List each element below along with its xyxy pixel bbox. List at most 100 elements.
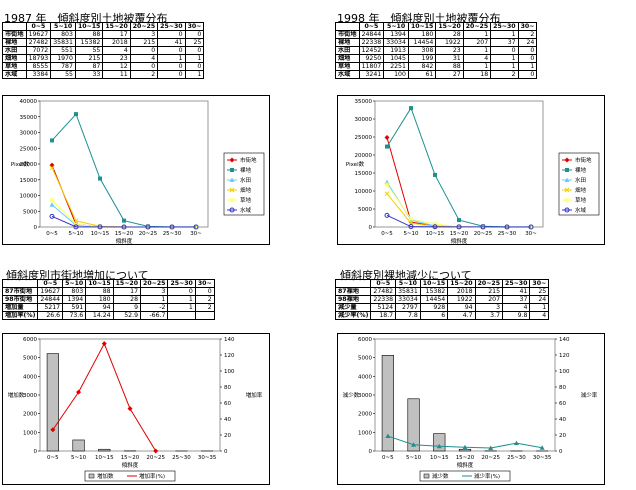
data-point <box>230 168 234 172</box>
table-header-cell <box>335 22 360 31</box>
table-cell: 6 <box>419 311 449 320</box>
data-point <box>456 224 462 230</box>
data-point <box>504 224 510 230</box>
legend-label: 増加数 <box>97 472 114 480</box>
row-label: 畑地 <box>2 54 27 63</box>
y-tick-label: 0 <box>369 225 373 231</box>
row-label: 98裸地 <box>334 295 372 304</box>
x-axis-label: 傾斜度 <box>457 461 474 469</box>
x-tick-label: 30~ <box>190 231 202 237</box>
table-1987: 0~5 5~10 10~15 15~20 20~25 25~30 30~ 市街地 19627 80… <box>2 22 205 79</box>
bar <box>72 439 85 452</box>
y2-tick-label: 20 <box>559 433 566 439</box>
x-tick-label: 25~30 <box>507 455 526 461</box>
table-cell: 0 <box>157 70 186 79</box>
table-row: 裸地 27482 35831 15382 2018 215 41 25 <box>2 38 205 47</box>
data-point <box>433 172 437 177</box>
table-cell: 0 <box>517 54 538 63</box>
legend-label: 減少数 <box>432 472 449 480</box>
table-cell: 94 <box>447 303 476 312</box>
table-cell: 8555 <box>25 62 52 71</box>
data-point <box>49 197 55 203</box>
data-point <box>384 191 390 197</box>
table-cell: 41 <box>502 287 531 296</box>
x-axis-label: 傾斜度 <box>451 237 468 245</box>
y2-tick-label: 120 <box>559 353 570 359</box>
table-row: 増加量 5217 591 94 9 -2 1 2 <box>1 303 215 312</box>
legend-label: 水域 <box>575 206 587 214</box>
table-header-cell: 20~25 <box>129 22 159 31</box>
table-cell: 5217 <box>37 303 64 312</box>
table-cell: 55 <box>50 70 76 79</box>
data-point <box>122 218 126 223</box>
y-tick-label: 5000 <box>358 356 372 362</box>
row-label: 水田 <box>335 46 360 55</box>
table-cell: 9250 <box>358 54 385 63</box>
x-tick-label: 20~25 <box>481 455 500 461</box>
data-point <box>76 389 82 395</box>
bar <box>381 355 394 452</box>
legend-swatch <box>88 473 95 479</box>
row-label: 草地 <box>335 62 360 71</box>
data-point <box>229 197 235 203</box>
table-cell: 18.7 <box>370 311 397 320</box>
y2-tick-label: 20 <box>224 433 231 439</box>
table-cell: 14454 <box>407 38 437 47</box>
x-tick-label: 30~35 <box>198 455 217 461</box>
table-cell: 12452 <box>358 46 385 55</box>
table-row: 畑地 18793 1970 215 23 4 1 1 <box>2 54 205 63</box>
table-row: 水域 3384 55 33 11 2 0 1 <box>2 70 205 79</box>
x-tick-label: 30~35 <box>533 455 552 461</box>
y-tick-label: 10000 <box>355 189 373 195</box>
legend-label: 裸地 <box>575 166 587 174</box>
table-cell: 14454 <box>419 295 449 304</box>
table-row: 裸地 22338 33034 14454 1922 207 37 24 <box>335 38 538 47</box>
row-label: 87裸地 <box>334 287 372 296</box>
row-label: 増加率(%) <box>1 311 39 320</box>
table-cell: 551 <box>50 46 76 55</box>
y-tick-label: 1000 <box>23 430 37 436</box>
table-cell: 41 <box>157 38 186 47</box>
y2-tick-label: 80 <box>224 385 231 391</box>
table-cell <box>167 311 196 320</box>
table-cell: 4.7 <box>447 311 476 320</box>
table-cell: 0 <box>157 46 186 55</box>
table-cell: 31 <box>435 54 464 63</box>
data-point <box>49 165 55 171</box>
bar <box>407 398 420 452</box>
row-label: 87市街地 <box>1 287 39 296</box>
y-tick-label: 10000 <box>20 194 38 200</box>
table-cell: 1 <box>490 54 519 63</box>
data-point <box>565 168 569 172</box>
table-cell: 2 <box>490 70 519 79</box>
y-tick-label: 35000 <box>355 99 373 105</box>
legend-box <box>558 152 600 216</box>
data-point <box>564 197 570 203</box>
table-cell: 12 <box>102 62 131 71</box>
table-cell: 1394 <box>383 30 409 39</box>
table-cell: 1913 <box>383 46 409 55</box>
data-point <box>408 224 414 230</box>
table-row: 87市街地 19627 803 88 17 3 0 0 <box>1 287 215 296</box>
x-tick-label: 25~30 <box>163 231 182 237</box>
table-header-cell: 5~10 <box>395 279 421 288</box>
table-cell: 0 <box>157 62 186 71</box>
y2-tick-label: 40 <box>559 417 566 423</box>
y-tick-label: 4000 <box>23 374 37 380</box>
table-cell: 55 <box>74 46 104 55</box>
table-row: 市街地 24844 1394 180 28 1 1 2 <box>335 30 538 39</box>
y-tick-label: 20000 <box>355 153 373 159</box>
y-tick-label: 15000 <box>20 178 38 184</box>
bar <box>458 448 472 452</box>
table-cell: 215 <box>129 38 159 47</box>
data-point <box>145 224 151 230</box>
table-header-cell: 15~20 <box>112 279 142 288</box>
table-cell: 17 <box>102 30 131 39</box>
table-cell: 803 <box>62 287 87 296</box>
table-cell: 9.8 <box>502 311 531 320</box>
table-cell: 0 <box>517 70 538 79</box>
table-header-cell: 5~10 <box>50 22 76 31</box>
table-cell: 35831 <box>50 38 76 47</box>
data-point <box>480 224 486 230</box>
data-point <box>432 221 438 227</box>
